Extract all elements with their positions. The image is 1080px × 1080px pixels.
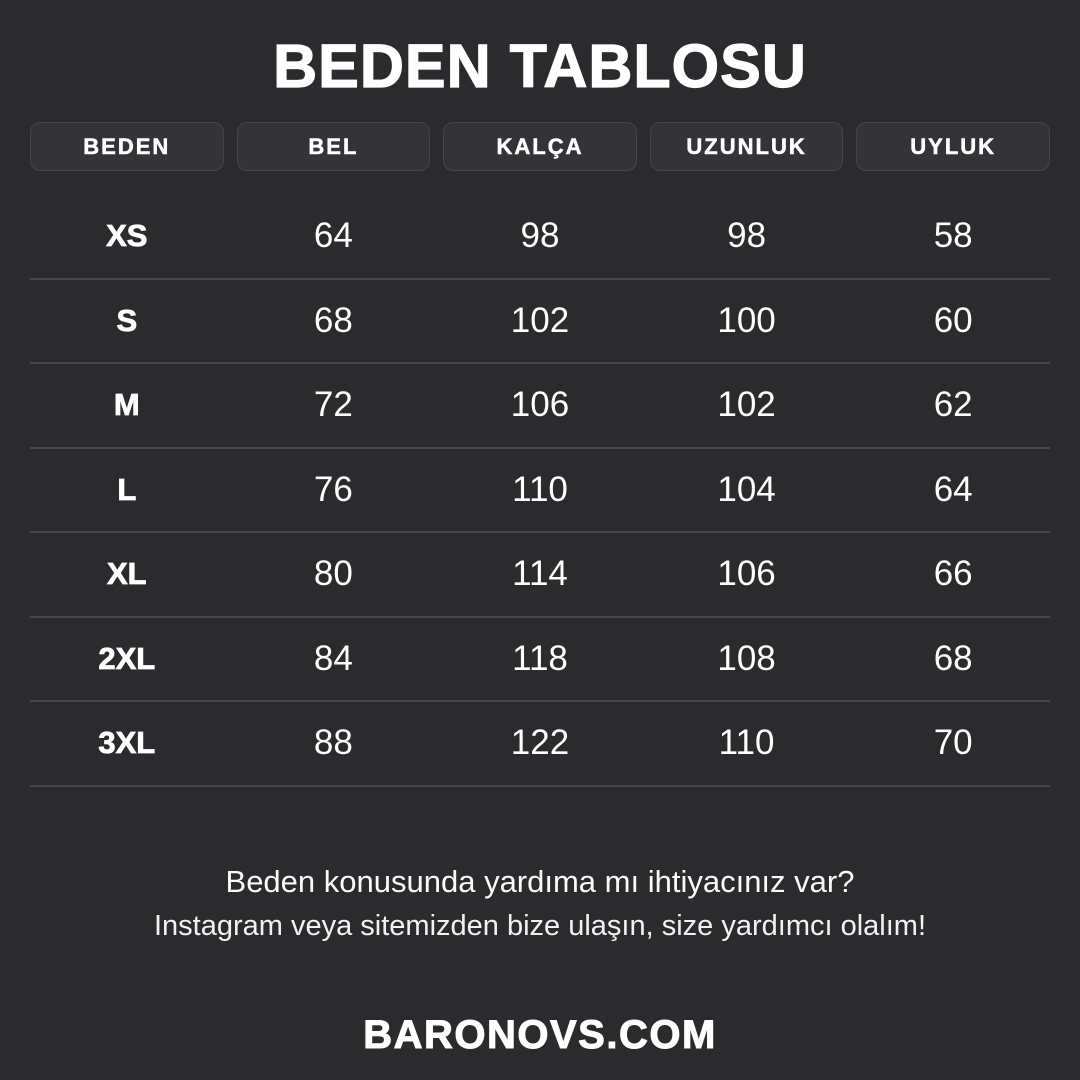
column-header-uyluk: UYLUK bbox=[856, 122, 1050, 171]
size-cell: M bbox=[113, 387, 140, 423]
uzunluk-cell: 108 bbox=[717, 638, 776, 678]
size-cell: S bbox=[116, 302, 138, 338]
table-row-xl: XL 80 114 106 66 bbox=[30, 533, 1050, 618]
uzunluk-cell: 98 bbox=[727, 216, 767, 256]
size-cell: XL bbox=[106, 556, 147, 592]
kalca-cell: 122 bbox=[510, 723, 570, 763]
brand-footer: BARONOVS.COM bbox=[363, 1012, 717, 1057]
bel-cell: 84 bbox=[313, 638, 353, 678]
uzunluk-cell: 102 bbox=[717, 385, 776, 425]
kalca-cell: 98 bbox=[520, 216, 560, 256]
uzunluk-cell: 100 bbox=[717, 300, 776, 340]
bel-cell: 72 bbox=[313, 385, 353, 425]
uyluk-cell: 64 bbox=[933, 469, 973, 509]
column-header-bel: BEL bbox=[236, 122, 431, 171]
bel-cell: 80 bbox=[313, 554, 353, 594]
uzunluk-cell: 106 bbox=[717, 554, 776, 594]
bel-cell: 76 bbox=[313, 469, 353, 509]
page-title: BEDEN TABLOSU bbox=[273, 32, 807, 100]
table-row-2xl: 2XL 84 118 108 68 bbox=[30, 618, 1050, 702]
uyluk-cell: 66 bbox=[933, 554, 973, 594]
help-text-block: Beden konusunda yardıma mı ihtiyacınız v… bbox=[0, 863, 1080, 944]
size-cell: XS bbox=[106, 218, 148, 254]
size-cell: L bbox=[117, 471, 137, 507]
table-row-xs: XS 64 98 98 58 bbox=[30, 195, 1050, 280]
kalca-cell: 118 bbox=[512, 638, 568, 678]
uyluk-cell: 70 bbox=[933, 723, 973, 763]
bel-cell: 68 bbox=[313, 300, 353, 340]
help-text-line1: Beden konusunda yardıma mı ihtiyacınız v… bbox=[225, 863, 855, 899]
bel-cell: 88 bbox=[313, 723, 353, 763]
column-header-uzunluk: UZUNLUK bbox=[649, 122, 844, 171]
uyluk-cell: 58 bbox=[933, 216, 973, 256]
bel-cell: 64 bbox=[313, 216, 353, 256]
column-header-beden: BEDEN bbox=[30, 122, 224, 171]
uzunluk-cell: 104 bbox=[717, 469, 776, 509]
uyluk-cell: 60 bbox=[933, 300, 973, 340]
table-row-s: S 68 102 100 60 bbox=[30, 280, 1050, 364]
table-row-m: M 72 106 102 62 bbox=[30, 364, 1050, 449]
column-header-row: BEDEN BEL KALÇA UZUNLUK UYLUK bbox=[30, 122, 1050, 171]
column-header-kalca: KALÇA bbox=[443, 122, 637, 171]
table-row-3xl: 3XL 88 122 110 70 bbox=[30, 702, 1050, 787]
uzunluk-cell: 110 bbox=[718, 723, 775, 763]
size-cell: 2XL bbox=[98, 640, 156, 676]
kalca-cell: 102 bbox=[510, 300, 570, 340]
help-text-line2: Instagram veya sitemizden bize ulaşın, s… bbox=[153, 909, 927, 942]
uyluk-cell: 62 bbox=[933, 385, 973, 425]
uyluk-cell: 68 bbox=[933, 638, 973, 678]
kalca-cell: 114 bbox=[512, 554, 568, 594]
size-cell: 3XL bbox=[98, 725, 156, 761]
kalca-cell: 106 bbox=[510, 385, 570, 425]
table-row-l: L 76 110 104 64 bbox=[30, 449, 1050, 533]
kalca-cell: 110 bbox=[512, 469, 568, 509]
size-table: XS 64 98 98 58 S 68 102 100 60 M 72 106 … bbox=[30, 195, 1050, 787]
